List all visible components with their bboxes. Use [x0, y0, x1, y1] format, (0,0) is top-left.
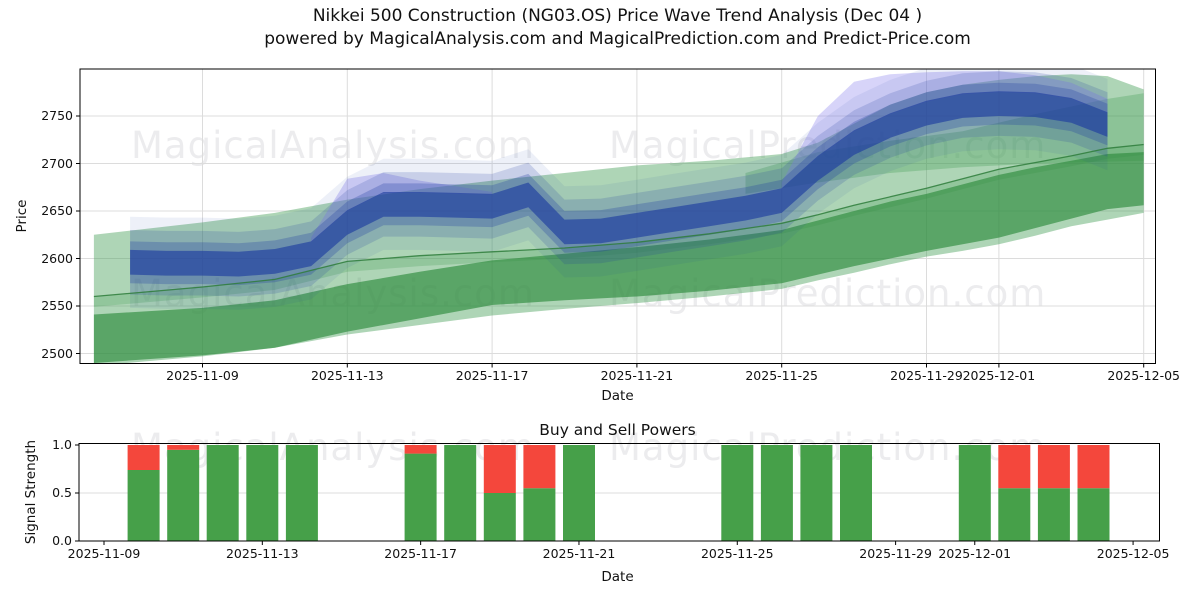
buy-power-bar [800, 445, 833, 541]
buy-power-bar [721, 445, 754, 541]
top-chart-tick-marks [76, 115, 1145, 368]
top-chart-y-tick: 2500 [41, 345, 73, 361]
top-chart-y-tick: 2550 [41, 298, 73, 313]
chart-title: Nikkei 500 Construction (NG03.OS) Price … [312, 6, 923, 26]
buy-power-bar [840, 445, 872, 541]
blue-wave-layer-1 [130, 91, 1108, 277]
buy-power-bar [127, 470, 160, 541]
top-chart-x-tick: 2025-11-17 [455, 368, 529, 383]
top-chart-y-tick: 2750 [41, 108, 73, 123]
top-chart-x-tick: 2025-11-21 [600, 368, 674, 383]
buy-power-bar [1077, 488, 1110, 541]
top-chart-x-tick: 2025-11-09 [166, 368, 239, 383]
green-mid-band [93, 144, 1144, 307]
top-chart-border [79, 68, 1156, 364]
buy-power-bar [404, 453, 437, 541]
buy-power-bar [167, 449, 200, 541]
bottom-chart-x-tick: 2025-11-21 [542, 546, 616, 561]
sell-power-bar [167, 445, 200, 450]
sell-power-bar [483, 445, 516, 493]
bottom-chart-y-tick: 1.0 [52, 437, 72, 452]
buy-power-bar [563, 445, 595, 541]
bottom-chart-x-tick: 2025-11-25 [700, 546, 774, 561]
buy-power-bar [760, 445, 793, 541]
sell-power-bar [127, 445, 160, 470]
buy-power-bar [444, 445, 477, 541]
sell-power-bar [523, 445, 556, 489]
top-chart-x-tick: 2025-11-29 [890, 368, 963, 383]
buy-power-bar [998, 488, 1031, 541]
buy-power-bar [1037, 488, 1070, 541]
sell-power-bar [404, 445, 437, 454]
top-chart-x-tick: 2025-12-01 [962, 368, 1036, 383]
top-chart-x-tick: 2025-12-05 [1107, 368, 1181, 383]
bottom-chart-border [78, 443, 1160, 542]
bottom-chart-title: Buy and Sell Powers [539, 421, 696, 439]
buy-power-bar [285, 445, 318, 541]
bottom-chart-y-tick: 0.5 [52, 485, 72, 500]
bottom-chart-x-tick: 2025-11-13 [225, 546, 299, 561]
buy-power-bar [206, 445, 239, 541]
green-lower-band [93, 152, 1144, 363]
bottom-chart-x-axis-label: Date [601, 569, 634, 585]
bottom-chart-x-tick: 2025-11-29 [859, 546, 932, 561]
chart-subtitle: powered by MagicalAnalysis.com and Magic… [264, 29, 971, 49]
sell-power-bar [1077, 445, 1110, 489]
top-chart-y-tick: 2650 [41, 203, 73, 218]
buy-power-bar [483, 493, 516, 541]
top-chart-x-tick: 2025-11-13 [310, 368, 384, 383]
bottom-chart-x-tick: 2025-12-01 [938, 546, 1012, 561]
sell-power-bar [998, 445, 1031, 489]
purple-band-2 [781, 71, 1108, 190]
purple-band-1 [311, 173, 493, 243]
top-chart-x-axis-label: Date [601, 388, 634, 404]
bottom-chart-x-tick: 2025-11-17 [384, 546, 457, 561]
bottom-chart-tick-marks [75, 444, 1134, 545]
top-chart-y-tick: 2700 [41, 155, 73, 171]
top-chart-x-tick: 2025-11-25 [745, 368, 819, 383]
bottom-chart-y-tick: 0.0 [52, 533, 72, 548]
price-wave-bands [93, 69, 1144, 364]
watermark-text: MagicalAnalysis.com [131, 124, 535, 167]
buy-power-bar [958, 445, 991, 541]
top-chart-y-tick: 2600 [41, 250, 73, 266]
sell-power-bar [1037, 445, 1070, 489]
buy-power-bar [246, 445, 279, 541]
signal-bars [127, 445, 1110, 541]
green-median-line [93, 143, 1144, 298]
bottom-chart-x-tick: 2025-12-05 [1096, 546, 1170, 561]
bottom-chart-x-tick: 2025-11-09 [67, 546, 141, 561]
buy-power-bar [523, 488, 556, 541]
